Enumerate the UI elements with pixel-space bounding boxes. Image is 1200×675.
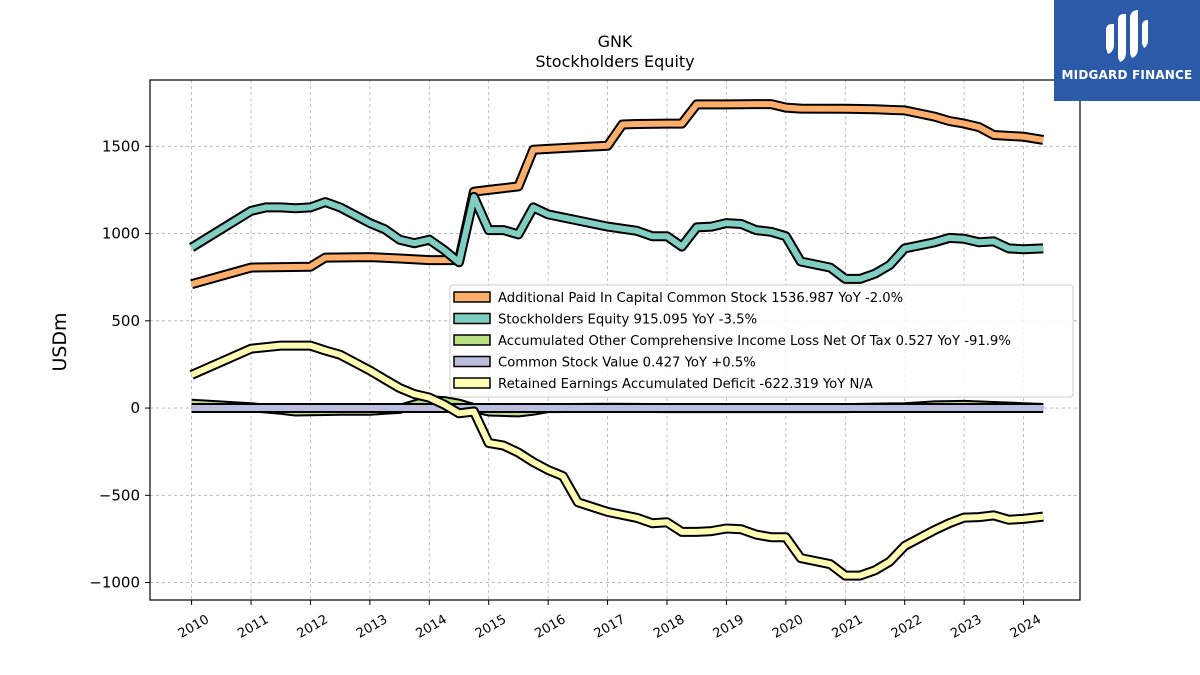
- legend-box: [449, 284, 1074, 398]
- legend-label: Accumulated Other Comprehensive Income L…: [498, 334, 1011, 349]
- legend: Additional Paid In Capital Common Stock …: [449, 284, 1074, 398]
- legend-swatch: [453, 355, 491, 368]
- legend-swatch: [453, 291, 491, 303]
- x-tick-label: 2013: [354, 612, 390, 642]
- series-layer: [188, 99, 1045, 581]
- midgard-logo-icon: [1106, 10, 1148, 62]
- legend-label: Stockholders Equity 915.095 YoY -3.5%: [498, 313, 757, 328]
- chart-subtitle: Stockholders Equity: [535, 52, 695, 71]
- legend-label: Retained Earnings Accumulated Deficit -6…: [498, 377, 873, 392]
- x-tick-label: 2020: [770, 612, 806, 642]
- y-axis-label: USDm: [49, 312, 71, 371]
- y-tick-label: 500: [111, 312, 140, 330]
- series-line: [190, 101, 1044, 288]
- x-tick-label: 2010: [176, 612, 212, 642]
- plot-area-frame: [149, 79, 1081, 601]
- series-line: [190, 342, 1044, 579]
- x-tick-label: 2018: [651, 612, 687, 642]
- legend-swatch: [453, 312, 491, 325]
- logo-text: MIDGARD FINANCE: [1061, 68, 1193, 82]
- x-tick-label: 2024: [1008, 612, 1044, 642]
- y-tick-label: −1000: [89, 574, 140, 592]
- x-tick-label: 2016: [532, 612, 568, 642]
- y-tick-label: 1000: [102, 225, 140, 243]
- x-tick-label: 2011: [235, 612, 271, 642]
- y-tick-label: 1500: [102, 137, 140, 155]
- x-tick-label: 2012: [295, 612, 331, 642]
- x-tick-label: 2019: [711, 612, 747, 642]
- x-tick-label: 2021: [829, 612, 865, 642]
- x-tick-label: 2022: [889, 612, 925, 642]
- series-line: [190, 193, 1044, 282]
- chart-title: GNK: [597, 32, 633, 51]
- x-tick-label: 2015: [473, 612, 509, 642]
- x-tick-label: 2023: [948, 612, 984, 642]
- x-tick-label: 2014: [413, 612, 449, 642]
- y-tick-label: 0: [130, 399, 140, 417]
- y-tick-label: −500: [99, 486, 140, 504]
- legend-swatch: [453, 334, 491, 346]
- legend-label: Common Stock Value 0.427 YoY +0.5%: [498, 356, 756, 371]
- legend-label: Additional Paid In Capital Common Stock …: [498, 291, 903, 306]
- brand-logo: MIDGARD FINANCE: [1054, 0, 1200, 101]
- x-tick-label: 2017: [592, 612, 628, 642]
- legend-swatch: [453, 377, 491, 389]
